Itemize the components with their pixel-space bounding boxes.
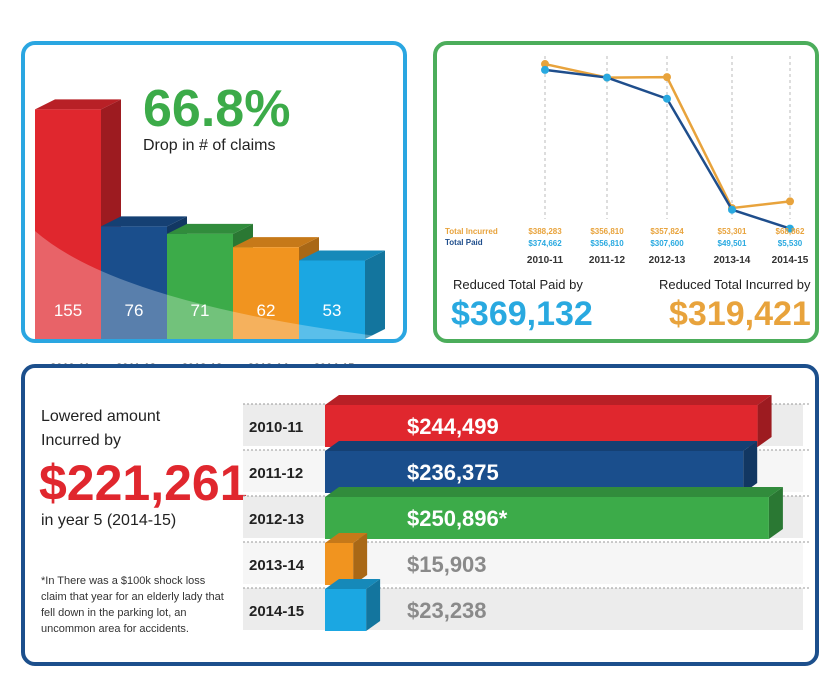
hbar-2011-12 xyxy=(325,451,744,493)
year-label-2013-14: 2013-14 xyxy=(714,255,751,266)
footnote-line2: claim that year for an elderly lady that xyxy=(41,591,224,603)
lowered-caption-line1: Lowered amount xyxy=(41,408,161,425)
point-total-paid-2012-13 xyxy=(663,94,671,103)
incurred-value-2013-14: $53,301 xyxy=(718,227,747,236)
bar-value-2012-13: 71 xyxy=(191,301,210,320)
hbar-side-2014-15 xyxy=(366,579,381,631)
bar-value-2010-11: 155 xyxy=(54,301,82,320)
footnote-line3: fell down in the parking lot, an xyxy=(41,607,187,619)
reduced-paid-amount: $369,132 xyxy=(451,295,593,333)
incurred-value-2011-12: $356,810 xyxy=(590,227,624,236)
claims-drop-caption: Drop in # of claims xyxy=(143,137,276,154)
hbar-side-2011-12 xyxy=(743,441,758,493)
row-label-incurred: Total Incurred xyxy=(445,227,498,236)
paid-incurred-line-chart: Total Incurred Total Paid $388,283 $374,662… xyxy=(445,56,809,266)
incurred-bar-chart: 2010-11 2011-12 2012-13 2013-14 2014-15 $244,… xyxy=(243,395,811,631)
hbar-2014-15 xyxy=(325,589,367,631)
hbar-top-2013-14 xyxy=(325,533,368,543)
lowered-caption-line2: Incurred by xyxy=(41,432,122,449)
claims-drop-percent: 66.8% xyxy=(143,80,291,138)
year-label-2012-13: 2012-13 xyxy=(649,255,686,266)
point-total-paid-2011-12 xyxy=(603,73,611,82)
bar-value-2013-14: 62 xyxy=(257,301,276,320)
bar-top-2011-12 xyxy=(101,216,187,227)
row-year-2012-13: 2012-13 xyxy=(249,511,304,528)
row-year-2010-11: 2010-11 xyxy=(249,419,303,436)
point-total-incurred-2014-15 xyxy=(786,197,794,206)
hbar-value-2013-14: $15,903 xyxy=(407,552,487,577)
year-label-2010-11: 2010-11 xyxy=(527,255,564,266)
paid-value-2014-15: $5,530 xyxy=(778,239,803,248)
hbar-value-2010-11: $244,499 xyxy=(407,414,499,439)
claims-panel: 1552010-11762011-12712012-13622013-14532… xyxy=(21,41,407,374)
row-year-2011-12: 2011-12 xyxy=(249,465,303,482)
bar-side-2014-15 xyxy=(365,250,385,339)
hbar-value-2012-13: $250,896* xyxy=(407,506,508,531)
incurred-reduction-panel: Lowered amount Incurred by $221,261 in y… xyxy=(21,364,819,666)
bar-value-2011-12: 76 xyxy=(125,301,144,320)
bar-top-2013-14 xyxy=(233,237,319,248)
bar-top-2010-11 xyxy=(35,99,121,110)
incurred-value-2012-13: $357,824 xyxy=(650,227,684,236)
bar-2010-11 xyxy=(35,109,101,339)
hbar-side-2013-14 xyxy=(353,533,368,585)
hbar-value-2011-12: $236,375 xyxy=(407,460,499,485)
curve-overlay xyxy=(35,231,401,339)
footnote-line1: *In There was a $100k shock loss xyxy=(41,575,206,587)
point-total-paid-2010-11 xyxy=(541,65,549,74)
year-label-2014-15: 2014-15 xyxy=(772,255,809,266)
hbar-top-2011-12 xyxy=(325,441,758,451)
point-total-incurred-2012-13 xyxy=(663,73,671,82)
reduced-incurred-amount: $319,421 xyxy=(669,295,811,333)
hbar-value-2014-15: $23,238 xyxy=(407,598,487,623)
point-total-paid-2014-15 xyxy=(786,224,794,233)
paid-value-2011-12: $356,810 xyxy=(590,239,624,248)
lowered-amount: $221,261 xyxy=(39,455,248,511)
hbar-top-2012-13 xyxy=(325,487,783,497)
row-year-2013-14: 2013-14 xyxy=(249,557,305,574)
paid-value-2010-11: $374,662 xyxy=(528,239,562,248)
footnote-line4: uncommon area for accidents. xyxy=(41,623,189,635)
paid-value-2012-13: $307,600 xyxy=(650,239,684,248)
point-total-paid-2013-14 xyxy=(728,205,736,214)
paid-incurred-panel: Total Incurred Total Paid $388,283 $374,662… xyxy=(433,41,819,343)
row-label-paid: Total Paid xyxy=(445,238,483,247)
hbar-top-2014-15 xyxy=(325,579,381,589)
bar-2011-12 xyxy=(101,226,167,339)
reduced-paid-caption: Reduced Total Paid by xyxy=(453,277,583,292)
bar-value-2014-15: 53 xyxy=(323,301,342,320)
hbar-side-2010-11 xyxy=(757,395,772,447)
reduced-incurred-caption: Reduced Total Incurred by xyxy=(659,277,811,292)
year-label-2011-12: 2011-12 xyxy=(589,255,626,266)
hbar-side-2012-13 xyxy=(768,487,783,539)
incurred-value-2010-11: $388,283 xyxy=(528,227,562,236)
paid-value-2013-14: $49,501 xyxy=(718,239,747,248)
row-year-2014-15: 2014-15 xyxy=(249,603,304,620)
bar-2014-15 xyxy=(299,260,365,339)
bar-2013-14 xyxy=(233,247,299,339)
incurred-value-2014-15: $68,862 xyxy=(776,227,805,236)
claims-bar-chart: 1552010-11762011-12712012-13622013-14532… xyxy=(35,99,401,374)
hbar-2012-13 xyxy=(325,497,769,539)
hbar-top-2010-11 xyxy=(325,395,772,405)
bar-top-2012-13 xyxy=(167,223,253,234)
hbar-2013-14 xyxy=(325,543,354,585)
bar-top-2014-15 xyxy=(299,250,385,261)
lowered-caption-line3: in year 5 (2014-15) xyxy=(41,512,177,529)
point-total-incurred-2010-11 xyxy=(541,60,549,69)
hbar-2010-11 xyxy=(325,405,758,447)
bar-2012-13 xyxy=(167,233,233,339)
